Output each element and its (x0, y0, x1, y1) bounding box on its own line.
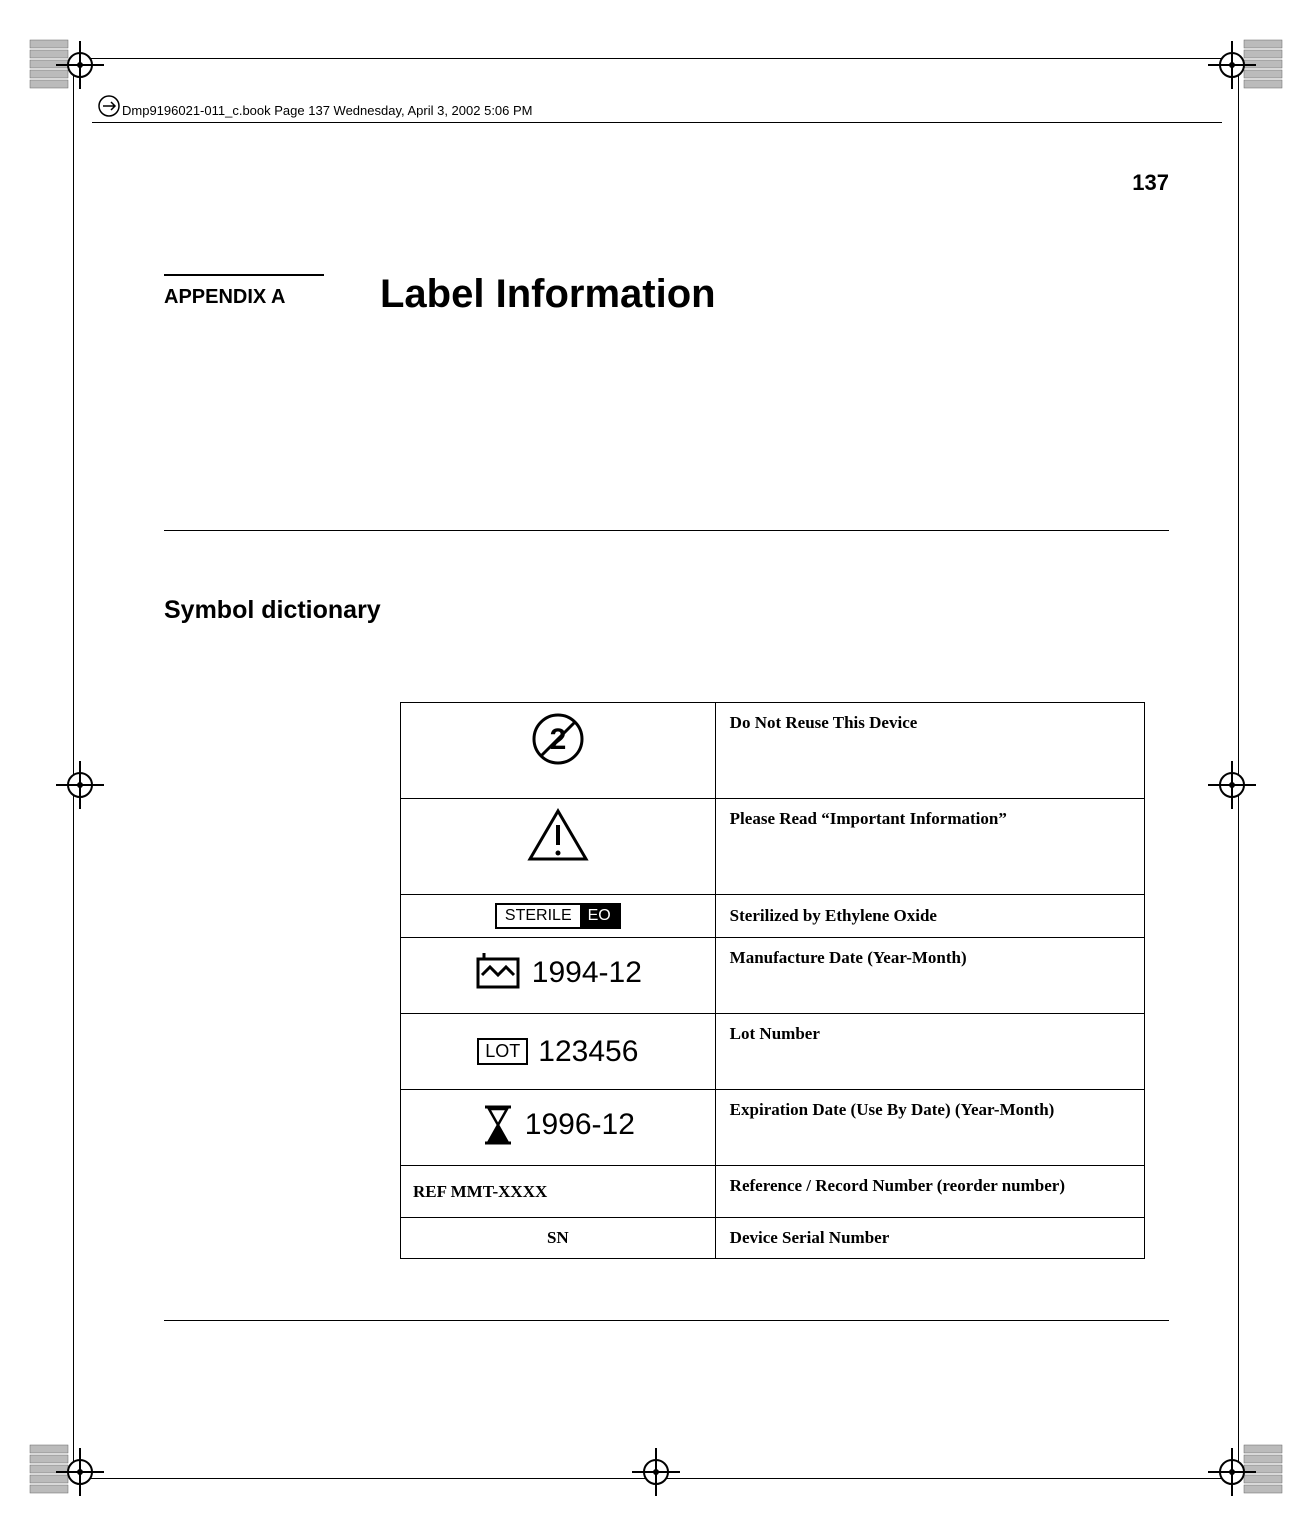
header-rule (92, 122, 1222, 123)
symbol-table: 2 Do Not Reuse This Device Please Read “… (400, 702, 1145, 1259)
symbol-cell: REF MMT-XXXX (401, 1166, 716, 1218)
expiration-date-value: 1996-12 (525, 1108, 635, 1142)
table-row: SN Device Serial Number (401, 1218, 1145, 1259)
table-row: Please Read “Important Information” (401, 799, 1145, 895)
hourglass-icon (481, 1103, 515, 1147)
appendix-label: APPENDIX A (164, 286, 286, 309)
page-title: Label Information (380, 272, 716, 317)
registration-mark-icon (50, 755, 110, 815)
section-rule (164, 530, 1169, 531)
table-row: 1994-12 Manufacture Date (Year-Month) (401, 938, 1145, 1014)
symbol-cell: LOT 123456 (401, 1014, 716, 1090)
appendix-rule (164, 274, 324, 276)
table-row: LOT 123456 Lot Number (401, 1014, 1145, 1090)
sterile-label: STERILE (497, 905, 580, 927)
section-title: Symbol dictionary (164, 596, 381, 625)
registration-mark-icon (1202, 1442, 1262, 1502)
symbol-cell (401, 799, 716, 895)
sterile-eo-icon: STERILE EO (495, 903, 621, 929)
desc-cell: Lot Number (715, 1014, 1144, 1090)
warning-triangle-icon (526, 807, 590, 863)
ref-text: REF MMT-XXXX (407, 1182, 547, 1202)
sn-text: SN (547, 1228, 569, 1247)
desc-cell: Reference / Record Number (reorder numbe… (715, 1166, 1144, 1218)
header-text: Dmp9196021-011_c.book Page 137 Wednesday… (122, 103, 533, 118)
desc-cell: Expiration Date (Use By Date) (Year-Mont… (715, 1090, 1144, 1166)
page-number: 137 (1132, 170, 1169, 196)
desc-cell: Device Serial Number (715, 1218, 1144, 1259)
registration-mark-icon (1202, 35, 1262, 95)
manufacture-date-value: 1994-12 (532, 956, 642, 990)
registration-mark-icon (626, 1442, 686, 1502)
desc-cell: Manufacture Date (Year-Month) (715, 938, 1144, 1014)
symbol-cell: 1994-12 (401, 938, 716, 1014)
bottom-rule (164, 1320, 1169, 1321)
lot-label: LOT (477, 1038, 528, 1065)
lot-number-value: 123456 (538, 1035, 638, 1069)
eo-label: EO (580, 905, 619, 927)
desc-cell: Do Not Reuse This Device (715, 703, 1144, 799)
symbol-cell: SN (401, 1218, 716, 1259)
desc-cell: Sterilized by Ethylene Oxide (715, 895, 1144, 938)
factory-icon (474, 953, 522, 993)
registration-mark-icon (1202, 755, 1262, 815)
do-not-reuse-icon: 2 (530, 711, 586, 767)
symbol-cell: 1996-12 (401, 1090, 716, 1166)
table-row: STERILE EO Sterilized by Ethylene Oxide (401, 895, 1145, 938)
table-row: REF MMT-XXXX Reference / Record Number (… (401, 1166, 1145, 1218)
registration-mark-icon (50, 35, 110, 95)
symbol-cell: STERILE EO (401, 895, 716, 938)
desc-cell: Please Read “Important Information” (715, 799, 1144, 895)
table-row: 1996-12 Expiration Date (Use By Date) (Y… (401, 1090, 1145, 1166)
registration-mark-icon (50, 1442, 110, 1502)
header-arrow-icon (97, 94, 121, 118)
table-row: 2 Do Not Reuse This Device (401, 703, 1145, 799)
symbol-cell: 2 (401, 703, 716, 799)
